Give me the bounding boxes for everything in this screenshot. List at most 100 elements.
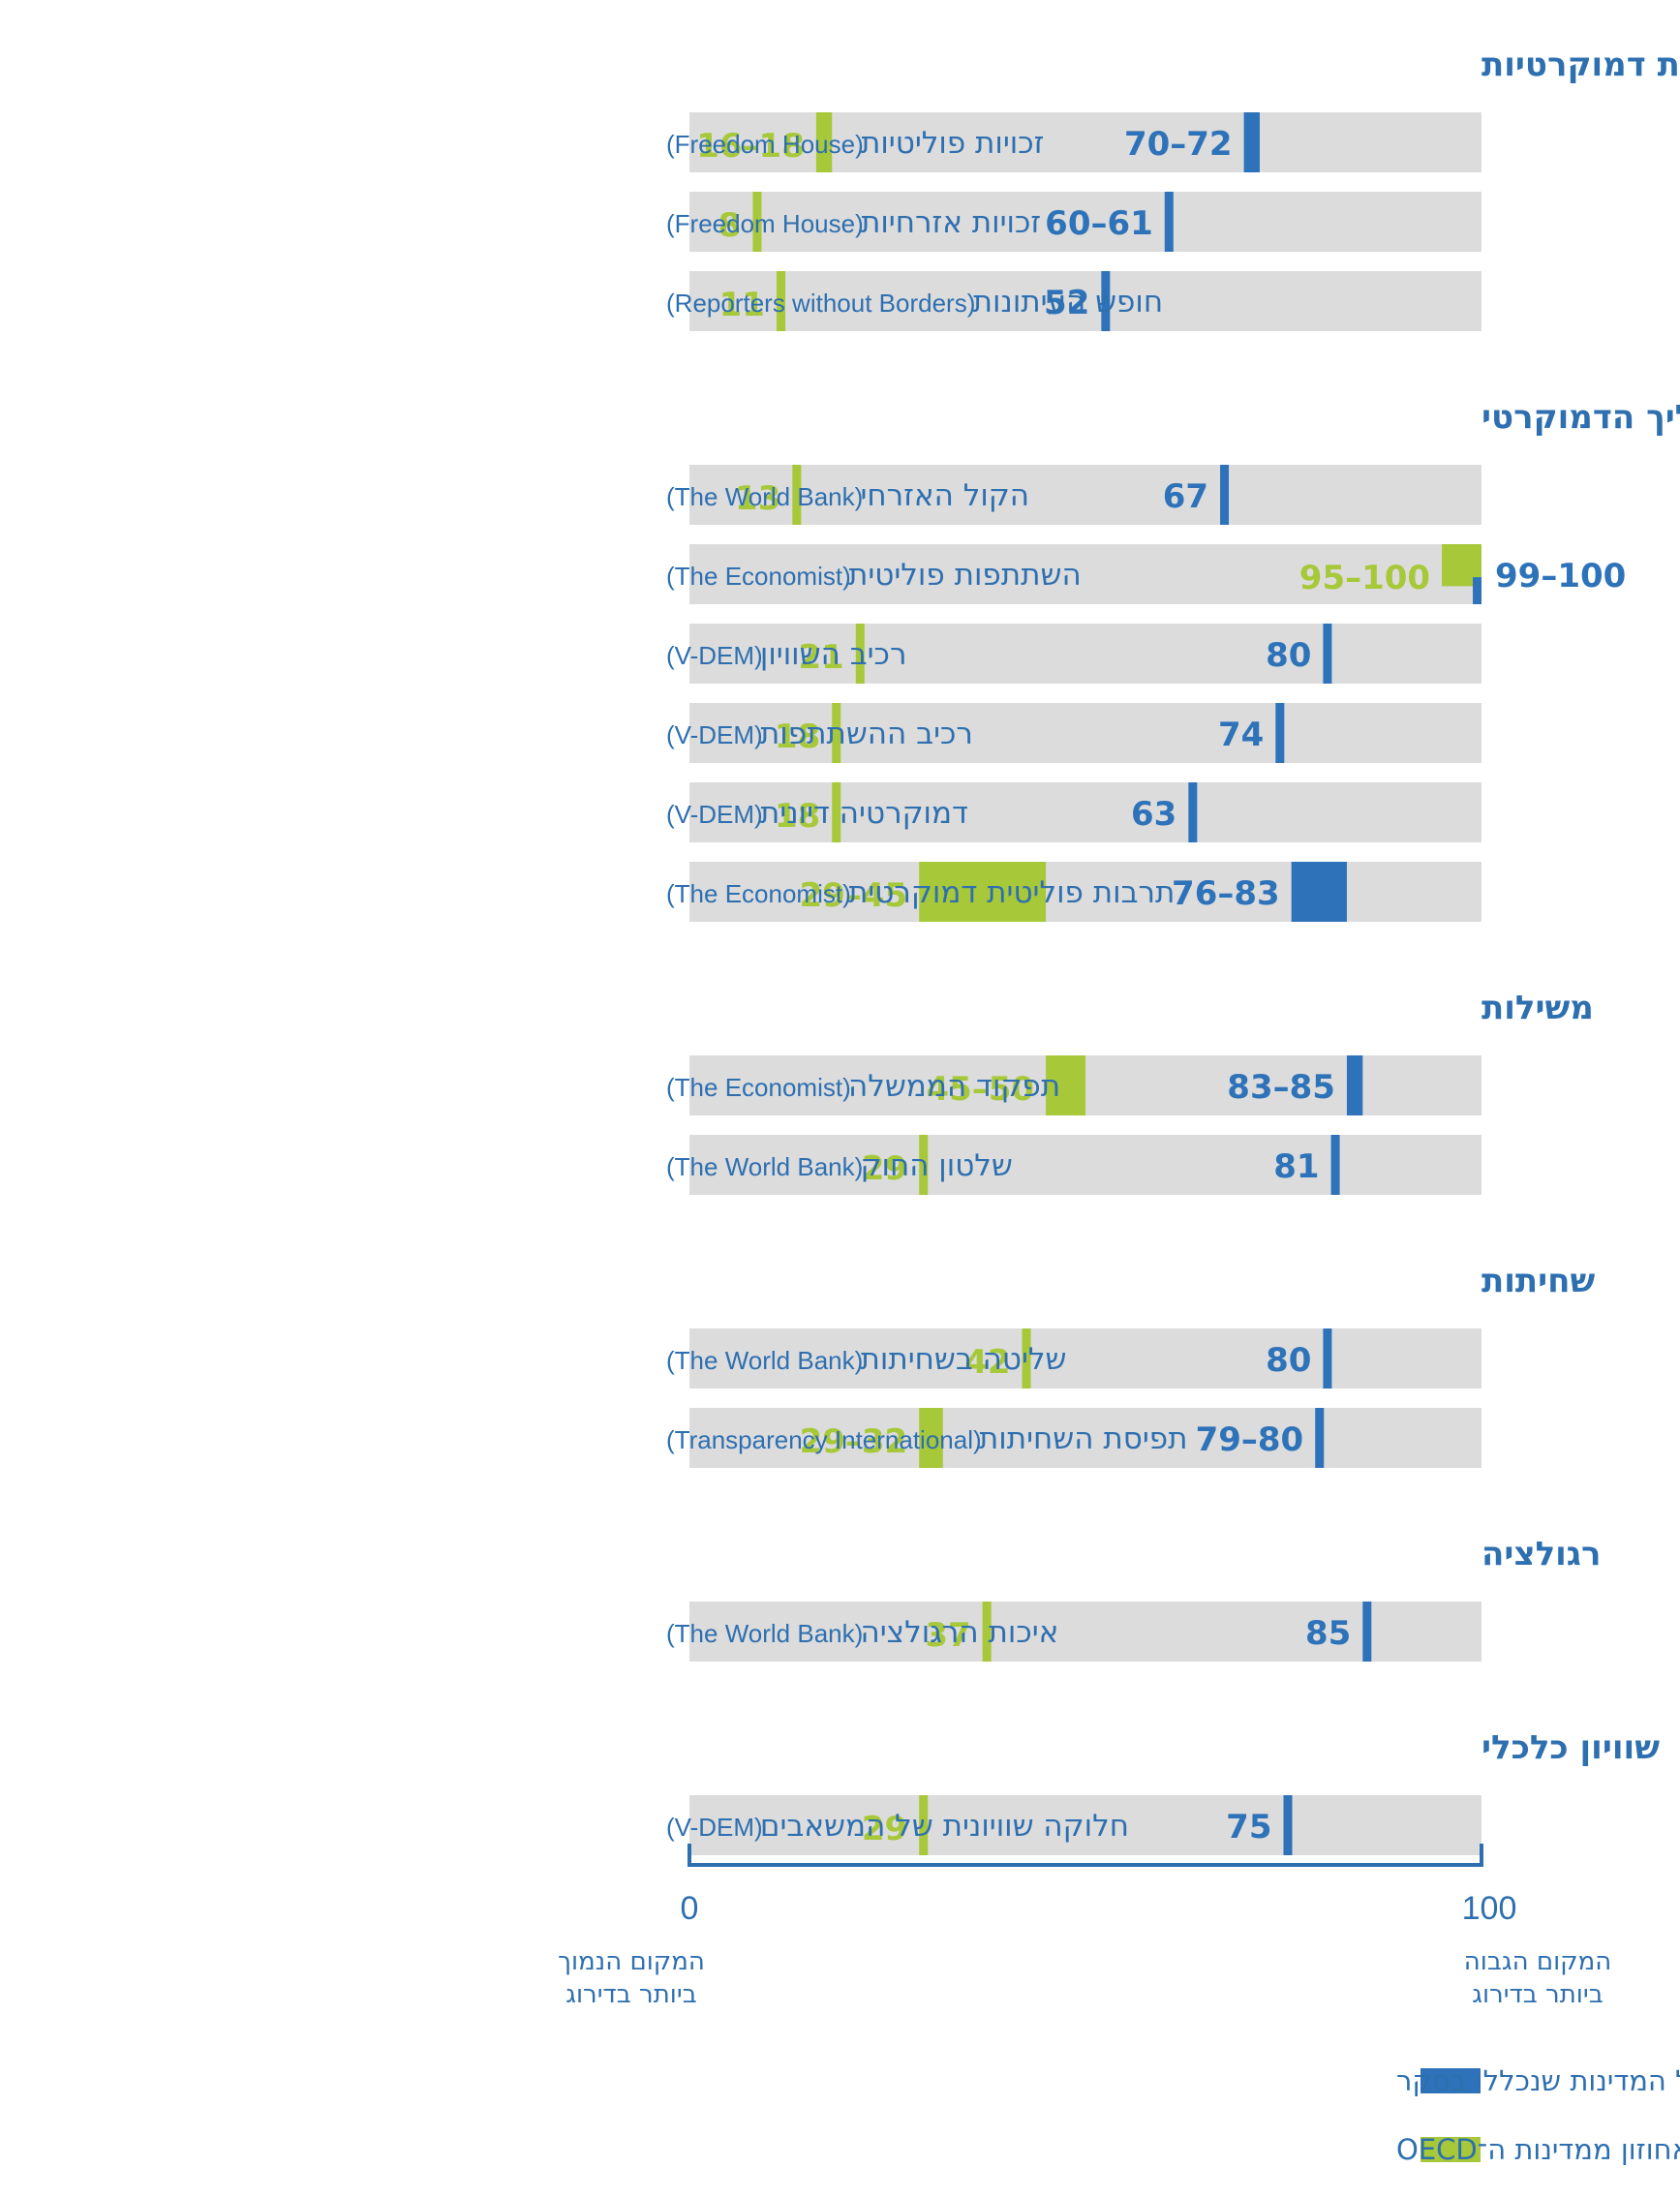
oecd-percentile-mark [919, 862, 1047, 922]
oecd-value-label: 18 [775, 717, 820, 756]
all-countries-percentile-mark [1323, 1328, 1332, 1389]
bar-track [689, 1602, 1481, 1662]
all-countries-percentile-mark [1243, 112, 1260, 172]
section-title: שוויון כלכלי [1481, 1728, 1660, 1767]
all-countries-value-label: 75 [1226, 1808, 1271, 1847]
indicator-name: איכות הרגולציה [861, 1615, 1059, 1650]
all-countries-value-label: 70–72 [1124, 125, 1233, 164]
legend-label: אחוזון ממדינות ה־OECD [1396, 2133, 1680, 2166]
indicator-source: (V-DEM) [666, 1813, 770, 1842]
oecd-percentile-mark [855, 624, 865, 684]
axis-max-caption: ביותר בדירוג [1472, 1980, 1603, 2009]
indicator-name: חלוקה שוויונית של המשאבים [760, 1809, 1129, 1844]
indicator-name: תפיסת השחיתות [979, 1421, 1188, 1456]
all-countries-value-label: 63 [1131, 795, 1176, 834]
all-countries-value-label: 81 [1273, 1147, 1319, 1186]
row-label: תפקוד הממשלה (The Economist) [666, 1069, 1060, 1104]
all-countries-value-label: 80 [1266, 1341, 1311, 1380]
oecd-percentile-mark [1022, 1328, 1031, 1389]
all-countries-percentile-mark [1315, 1408, 1325, 1468]
indicator-name: הקול האזרחי [861, 478, 1030, 513]
oecd-value-label: 18 [775, 797, 820, 836]
bar-track [689, 465, 1481, 525]
section-title: משילות [1481, 989, 1594, 1027]
all-countries-value-label: 74 [1218, 716, 1264, 754]
bar-track [689, 782, 1481, 842]
all-countries-percentile-mark [1164, 192, 1174, 252]
bar-track [689, 1328, 1481, 1389]
row-label: תפיסת השחיתות (Transparency Internationa… [666, 1421, 1188, 1456]
legend-label: אחוזון מכלל המדינות שנכללו בסקר [1396, 2064, 1680, 2097]
legend-swatch-oecd [1420, 2137, 1481, 2162]
oecd-percentile-mark [919, 1408, 943, 1468]
bar-track [689, 544, 1481, 604]
indicator-source: (Freedom House) [666, 130, 871, 159]
all-countries-value-label: 76–83 [1172, 874, 1280, 913]
legend-swatch-all-countries [1420, 2068, 1481, 2093]
row-label: איכות הרגולציה (The World Bank) [666, 1615, 1058, 1650]
bar-track [689, 1408, 1481, 1468]
row-label: תרבות פוליטית דמוקרטית (The Economist) [666, 875, 1175, 910]
section-0: זכויות וחירויות דמוקרטיות70–7216–18זכויו… [666, 46, 1680, 331]
all-countries-percentile-mark [1291, 862, 1347, 922]
all-countries-value-label: 85 [1305, 1614, 1351, 1653]
indicator-name: שלטון החוק [861, 1148, 1013, 1183]
indicator-source: (The World Bank) [666, 1619, 871, 1648]
indicator-name: זכויות אזרחיות [861, 205, 1041, 240]
oecd-percentile-mark [792, 465, 802, 525]
oecd-value-label: 95–100 [1299, 559, 1430, 597]
indicator-source: (V-DEM) [666, 720, 770, 749]
all-countries-percentile-mark [1362, 1602, 1372, 1662]
indicator-source: (V-DEM) [666, 641, 770, 670]
indicator-name: רכיב השוויון [760, 637, 907, 672]
row-label: זכויות אזרחיות (Freedom House) [666, 205, 1041, 240]
oecd-percentile-mark [752, 192, 762, 252]
section-title: זכויות וחירויות דמוקרטיות [1481, 46, 1680, 84]
oecd-value-label: 37 [925, 1616, 970, 1655]
indicator-source: (The World Bank) [666, 482, 871, 511]
indicator-source: (Reporters without Borders) [666, 289, 983, 318]
all-countries-percentile-mark [1101, 271, 1111, 331]
indicator-source: (The Economist) [666, 562, 858, 591]
oecd-percentile-mark [832, 782, 841, 842]
row-label: הקול האזרחי (The World Bank) [666, 478, 1029, 513]
row-label: השתתפות פוליטית (The Economist) [666, 558, 1082, 593]
all-countries-percentile-mark [1188, 782, 1198, 842]
axis-min-caption: המקום הנמוך [558, 1947, 705, 1976]
all-countries-percentile-mark [1220, 465, 1230, 525]
indicator-source: (The World Bank) [666, 1152, 871, 1181]
oecd-percentile-mark [832, 703, 841, 763]
row-label: רכיב ההשתתפות (V-DEM) [666, 717, 973, 751]
all-countries-value-label: 60–61 [1045, 204, 1153, 243]
bar-track [689, 1135, 1481, 1195]
indicator-name: רכיב ההשתתפות [760, 717, 973, 751]
row-label: זכויות פוליטיות (Freedom House) [666, 126, 1044, 161]
indicator-name: חופש העיתונות [973, 285, 1164, 320]
indicator-source: (The Economist) [666, 1073, 858, 1102]
oecd-value-label: 29 [862, 1810, 907, 1848]
indicator-source: (The World Bank) [666, 1346, 871, 1375]
oecd-value-label: 45–50 [926, 1070, 1034, 1109]
all-countries-percentile-mark [1275, 703, 1285, 763]
row-label: שליטה בשחיתות (The World Bank) [666, 1342, 1067, 1377]
row-label: חופש העיתונות (Reporters without Borders… [666, 285, 1163, 320]
legend: אחוזון מכלל המדינות שנכללו בסקר אחוזון ממ… [1396, 2064, 1680, 2166]
all-countries-percentile-mark [1323, 624, 1332, 684]
indicator-name: שליטה בשחיתות [861, 1342, 1067, 1377]
axis-max-label: 100 [1462, 1890, 1517, 1927]
indicator-name: תרבות פוליטית דמוקרטית [848, 875, 1175, 910]
all-countries-percentile-mark [1346, 1055, 1363, 1115]
oecd-value-label: 42 [964, 1343, 1010, 1382]
